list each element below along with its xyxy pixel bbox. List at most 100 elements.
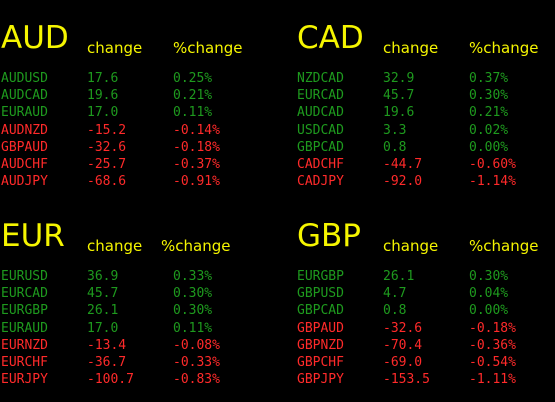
list-item: AUDCAD 19.6 0.21%	[1, 87, 266, 104]
panel-header: EUR change %change	[1, 216, 266, 256]
column-header-percent-change: %change	[173, 39, 243, 57]
list-item: CADJPY -92.0 -1.14%	[297, 173, 555, 190]
list-item: GBPCAD 0.8 0.00%	[297, 302, 555, 319]
list-item: USDCAD 3.3 0.02%	[297, 122, 555, 139]
list-item: CADCHF -44.7 -0.60%	[297, 156, 555, 173]
change-value: -44.7	[383, 156, 423, 172]
change-value: 19.6	[383, 105, 415, 121]
list-item: EURCAD 45.7 0.30%	[297, 87, 555, 104]
list-item: EURCAD 45.7 0.30%	[1, 285, 266, 302]
change-value: 45.7	[383, 88, 415, 104]
percent-change-value: -0.83%	[173, 372, 220, 388]
currency-pair: GBPAUD	[297, 320, 344, 336]
currency-pair: GBPJPY	[297, 372, 344, 388]
list-item: EURAUD 17.0 0.11%	[1, 104, 266, 121]
percent-change-value: 0.30%	[173, 303, 213, 319]
currency-pair: EURNZD	[1, 337, 48, 353]
column-header-percent-change: %change	[161, 237, 231, 255]
percent-change-value: 0.00%	[469, 303, 509, 319]
list-item: GBPUSD 4.7 0.04%	[297, 285, 555, 302]
currency-pair: AUDCAD	[297, 105, 344, 121]
currency-pair: EURJPY	[1, 372, 48, 388]
currency-pair: GBPCAD	[297, 303, 344, 319]
currency-pair: AUDUSD	[1, 71, 48, 86]
list-item: AUDUSD 17.6 0.25%	[1, 70, 266, 87]
change-value: 26.1	[383, 269, 415, 284]
change-value: 19.6	[87, 88, 119, 104]
list-item: EURJPY -100.7 -0.83%	[1, 371, 266, 388]
change-value: 17.0	[87, 320, 119, 336]
currency-title: AUD	[1, 20, 69, 56]
currency-pair: CADCHF	[297, 156, 344, 172]
list-item: AUDCHF -25.7 -0.37%	[1, 156, 266, 173]
percent-change-value: -0.54%	[469, 354, 516, 370]
currency-pair: EURCAD	[1, 286, 48, 302]
percent-change-value: 0.37%	[469, 71, 509, 86]
panel-eur: EUR change %change EURUSD 36.9 0.33% EURCAD…	[1, 216, 266, 387]
change-value: 4.7	[383, 286, 407, 302]
change-value: -92.0	[383, 174, 423, 190]
change-value: -36.7	[87, 354, 127, 370]
percent-change-value: 0.02%	[469, 122, 509, 138]
currency-pair: GBPNZD	[297, 337, 344, 353]
currency-title: CAD	[297, 20, 364, 56]
currency-pair: USDCAD	[297, 122, 344, 138]
change-value: -69.0	[383, 354, 423, 370]
percent-change-value: 0.11%	[173, 105, 213, 121]
column-header-change: change	[383, 39, 439, 57]
percent-change-value: -0.18%	[469, 320, 516, 336]
percent-change-value: -0.60%	[469, 156, 516, 172]
percent-change-value: 0.30%	[173, 286, 213, 302]
list-item: GBPAUD -32.6 -0.18%	[297, 320, 555, 337]
currency-pair: EURCHF	[1, 354, 48, 370]
change-value: 26.1	[87, 303, 119, 319]
list-item: EURUSD 36.9 0.33%	[1, 268, 266, 285]
column-header-percent-change: %change	[469, 39, 539, 57]
percent-change-value: 0.33%	[173, 269, 213, 284]
currency-pair: EURAUD	[1, 320, 48, 336]
currency-pair: EURGBP	[297, 269, 344, 284]
panel-aud: AUD change %change AUDUSD 17.6 0.25% AUDCAD…	[1, 18, 266, 189]
percent-change-value: 0.30%	[469, 269, 509, 284]
currency-pair: GBPCAD	[297, 139, 344, 155]
percent-change-value: -1.11%	[469, 372, 516, 388]
pair-list: EURGBP 26.1 0.30% GBPUSD 4.7 0.04% GBPCAD 0.8 0.…	[297, 268, 555, 388]
list-item: GBPCAD 0.8 0.00%	[297, 139, 555, 156]
panel-header: GBP change %change	[297, 216, 555, 256]
percent-change-value: 0.00%	[469, 139, 509, 155]
column-header-change: change	[87, 237, 143, 255]
currency-pair: CADJPY	[297, 174, 344, 190]
percent-change-value: 0.04%	[469, 286, 509, 302]
column-header-change: change	[87, 39, 143, 57]
change-value: -32.6	[87, 139, 127, 155]
change-value: 3.3	[383, 122, 407, 138]
currency-pair: NZDCAD	[297, 71, 344, 86]
currency-pair: EURUSD	[1, 269, 48, 284]
change-value: -68.6	[87, 174, 127, 190]
list-item: EURNZD -13.4 -0.08%	[1, 337, 266, 354]
currency-pair: AUDCAD	[1, 88, 48, 104]
change-value: -100.7	[87, 372, 134, 388]
percent-change-value: -0.36%	[469, 337, 516, 353]
currency-pair: AUDJPY	[1, 174, 48, 190]
percent-change-value: -0.18%	[173, 139, 220, 155]
change-value: 17.6	[87, 71, 119, 86]
pair-list: NZDCAD 32.9 0.37% EURCAD 45.7 0.30% AUDCAD 19.6…	[297, 70, 555, 190]
percent-change-value: -0.33%	[173, 354, 220, 370]
change-value: 32.9	[383, 71, 415, 86]
panel-header: AUD change %change	[1, 18, 266, 58]
change-value: -15.2	[87, 122, 127, 138]
change-value: 17.0	[87, 105, 119, 121]
currency-pair: EURAUD	[1, 105, 48, 121]
list-item: NZDCAD 32.9 0.37%	[297, 70, 555, 87]
change-value: -153.5	[383, 372, 430, 388]
list-item: EURCHF -36.7 -0.33%	[1, 354, 266, 371]
list-item: GBPNZD -70.4 -0.36%	[297, 337, 555, 354]
panel-cad: CAD change %change NZDCAD 32.9 0.37% EURCAD…	[297, 18, 555, 189]
list-item: AUDJPY -68.6 -0.91%	[1, 173, 266, 190]
percent-change-value: -1.14%	[469, 174, 516, 190]
panel-gbp: GBP change %change EURGBP 26.1 0.30% GBPUSD…	[297, 216, 555, 387]
percent-change-value: 0.25%	[173, 71, 213, 86]
percent-change-value: -0.91%	[173, 174, 220, 190]
pair-list: EURUSD 36.9 0.33% EURCAD 45.7 0.30% EURGBP 26.1…	[1, 268, 266, 388]
